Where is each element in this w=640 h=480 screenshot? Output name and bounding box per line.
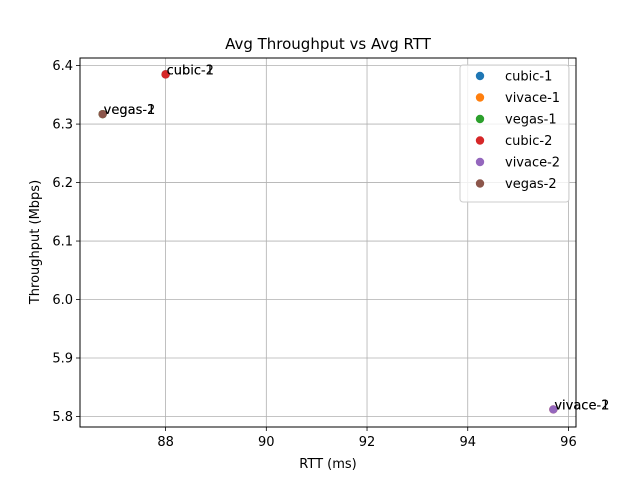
- y-axis-label: Throughput (Mbps): [28, 180, 43, 305]
- point-label-cubic-2: cubic-2: [167, 63, 214, 78]
- legend-label-vegas-2: vegas-2: [505, 177, 557, 192]
- y-axis-ticks: 5.8 5.9 6.0 6.1 6.2 6.3 6.4: [52, 59, 80, 425]
- legend-marker-vegas-2: [475, 179, 485, 188]
- x-tick-label: 90: [258, 435, 275, 450]
- point-label-cubic-1: cubic-1: [167, 63, 214, 78]
- x-tick-label: 94: [459, 435, 476, 450]
- legend-marker-cubic-1: [475, 71, 485, 81]
- point-label-vegas-1: vegas-1: [104, 103, 156, 118]
- legend-marker-cubic-2: [475, 136, 485, 145]
- point-label-vegas-2: vegas-2: [104, 103, 156, 118]
- y-tick-label: 5.8: [52, 410, 73, 425]
- y-tick-label: 6.2: [52, 176, 73, 191]
- x-tick-label: 88: [157, 435, 174, 450]
- legend-marker-vegas-1: [475, 114, 485, 124]
- data-point-vegas-2: [98, 109, 107, 119]
- y-tick-label: 5.9: [52, 351, 73, 366]
- x-axis-ticks: 88 90 92 94 96: [157, 427, 577, 450]
- point-labels: cubic-1 vivace-1 vegas-1 cubic-2 vivace-2 veg…: [104, 63, 610, 413]
- legend-label-vegas-1: vegas-1: [505, 113, 557, 128]
- point-label-vivace-1: vivace-1: [554, 398, 609, 413]
- y-tick-label: 6.1: [52, 235, 73, 250]
- legend: cubic-1 vivace-1 vegas-1 cubic-2 vivace-2 veg…: [459, 64, 570, 203]
- x-axis-label: RTT (ms): [299, 457, 356, 472]
- data-points: [98, 70, 558, 414]
- legend-box: [459, 64, 570, 203]
- legend-marker-vivace-1: [475, 93, 485, 102]
- y-tick-label: 6.3: [52, 118, 73, 133]
- legend-label-cubic-2: cubic-2: [505, 134, 552, 149]
- legend-label-vivace-1: vivace-1: [505, 91, 560, 106]
- y-tick-label: 6.0: [52, 293, 73, 308]
- x-tick-label: 92: [359, 435, 376, 450]
- legend-label-cubic-1: cubic-1: [505, 70, 552, 85]
- x-tick-label: 96: [560, 435, 577, 450]
- data-point-vivace-2: [549, 405, 558, 414]
- plot-frame: [79, 57, 577, 428]
- chart-title: Avg Throughput vs Avg RTT: [225, 35, 432, 53]
- data-point-cubic-2: [161, 70, 170, 79]
- point-label-vivace-2: vivace-2: [554, 398, 609, 413]
- y-tick-label: 6.4: [52, 59, 73, 74]
- legend-label-vivace-2: vivace-2: [505, 156, 560, 171]
- legend-marker-vivace-2: [475, 157, 485, 167]
